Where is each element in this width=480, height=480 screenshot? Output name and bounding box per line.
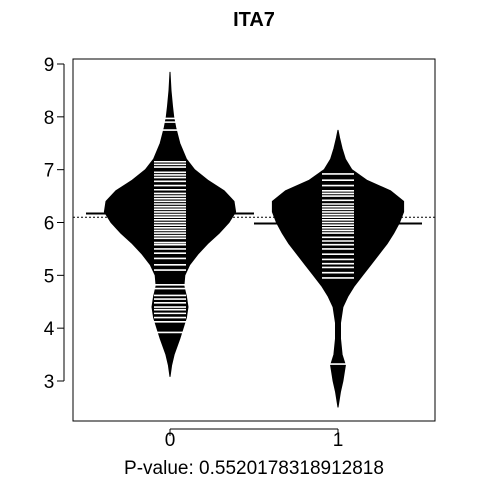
- x-tick-label: 0: [165, 430, 176, 451]
- plot-frame: [72, 58, 436, 422]
- y-tick-label: 8: [44, 108, 55, 129]
- y-tick-label: 9: [44, 55, 55, 76]
- bean-shape-1: [271, 129, 405, 408]
- y-tick-label: 3: [44, 372, 55, 393]
- plot-area: [73, 71, 435, 408]
- y-tick-label: 6: [44, 214, 55, 235]
- y-tick-label: 7: [44, 161, 55, 182]
- bean-0: [86, 71, 254, 377]
- y-tick-label: 4: [44, 319, 55, 340]
- bean-1: [254, 129, 422, 408]
- x-axis-label: P-value: 0.5520178318912818: [124, 458, 384, 479]
- x-tick-label: 1: [333, 430, 344, 451]
- y-axis: 3 4 5 6 7 8 9: [44, 55, 65, 393]
- chart-title: ITA7: [233, 9, 275, 31]
- y-tick-label: 5: [44, 266, 55, 287]
